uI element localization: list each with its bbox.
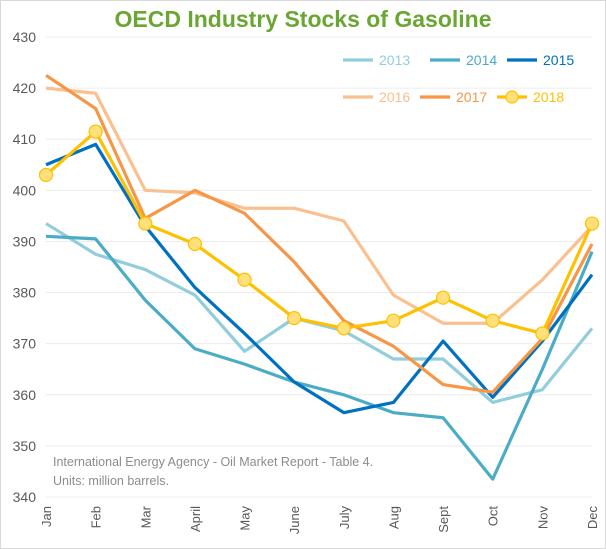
- y-tick-label: 370: [13, 336, 37, 352]
- series-line-2017: [45, 74, 594, 394]
- y-tick-label: 350: [13, 438, 37, 454]
- legend-label-2017: 2017: [456, 89, 487, 105]
- y-tick-label: 420: [13, 80, 37, 96]
- data-point-2018: [386, 313, 401, 328]
- chart-title: OECD Industry Stocks of Gasoline: [114, 6, 492, 32]
- series-line-2015: [45, 142, 594, 415]
- data-point-2018: [584, 216, 600, 231]
- legend-label-2014: 2014: [466, 52, 497, 68]
- data-point-2018: [485, 313, 500, 328]
- x-tick-label: Oct: [486, 506, 501, 527]
- data-point-2018: [435, 290, 451, 305]
- x-tick-label: May: [238, 506, 253, 531]
- legend-label-2013: 2013: [379, 52, 410, 68]
- source-note: International Energy Agency - Oil Market…: [53, 455, 374, 469]
- y-tick-label: 380: [13, 285, 37, 301]
- x-tick-label: Feb: [89, 506, 104, 528]
- series-line-2018: [44, 129, 594, 336]
- y-tick-label: 430: [13, 29, 37, 45]
- x-tick-label: Sept: [436, 506, 451, 533]
- legend-marker-2018: [505, 90, 519, 104]
- x-tick-label: Nov: [535, 506, 550, 530]
- legend-label-2016: 2016: [379, 89, 410, 105]
- data-point-2018: [138, 216, 153, 231]
- x-tick-label: Jan: [39, 506, 54, 527]
- data-point-2018: [336, 321, 351, 336]
- data-point-2018: [88, 124, 103, 139]
- x-tick-label: July: [337, 506, 352, 530]
- y-tick-label: 360: [13, 387, 37, 403]
- data-point-2018: [187, 236, 203, 252]
- data-point-2018: [38, 167, 54, 183]
- y-tick-label: 400: [13, 182, 37, 198]
- series-line-2016: [45, 86, 594, 325]
- x-tick-label: June: [287, 506, 302, 534]
- x-tick-label: Aug: [386, 506, 401, 529]
- x-tick-label: Mar: [138, 505, 153, 528]
- data-point-2018: [287, 311, 302, 326]
- data-point-2018: [237, 272, 252, 287]
- x-tick-label: April: [188, 506, 203, 532]
- series-line-2014: [45, 234, 594, 481]
- y-tick-label: 340: [13, 489, 37, 505]
- legend-label-2015: 2015: [543, 52, 574, 68]
- x-tick-label: Dec: [585, 506, 600, 530]
- units-note: Units: million barrels.: [53, 474, 170, 488]
- y-tick-label: 410: [13, 131, 37, 147]
- legend-label-2018: 2018: [533, 89, 564, 105]
- y-tick-label: 390: [13, 233, 37, 249]
- data-point-2018: [535, 326, 550, 341]
